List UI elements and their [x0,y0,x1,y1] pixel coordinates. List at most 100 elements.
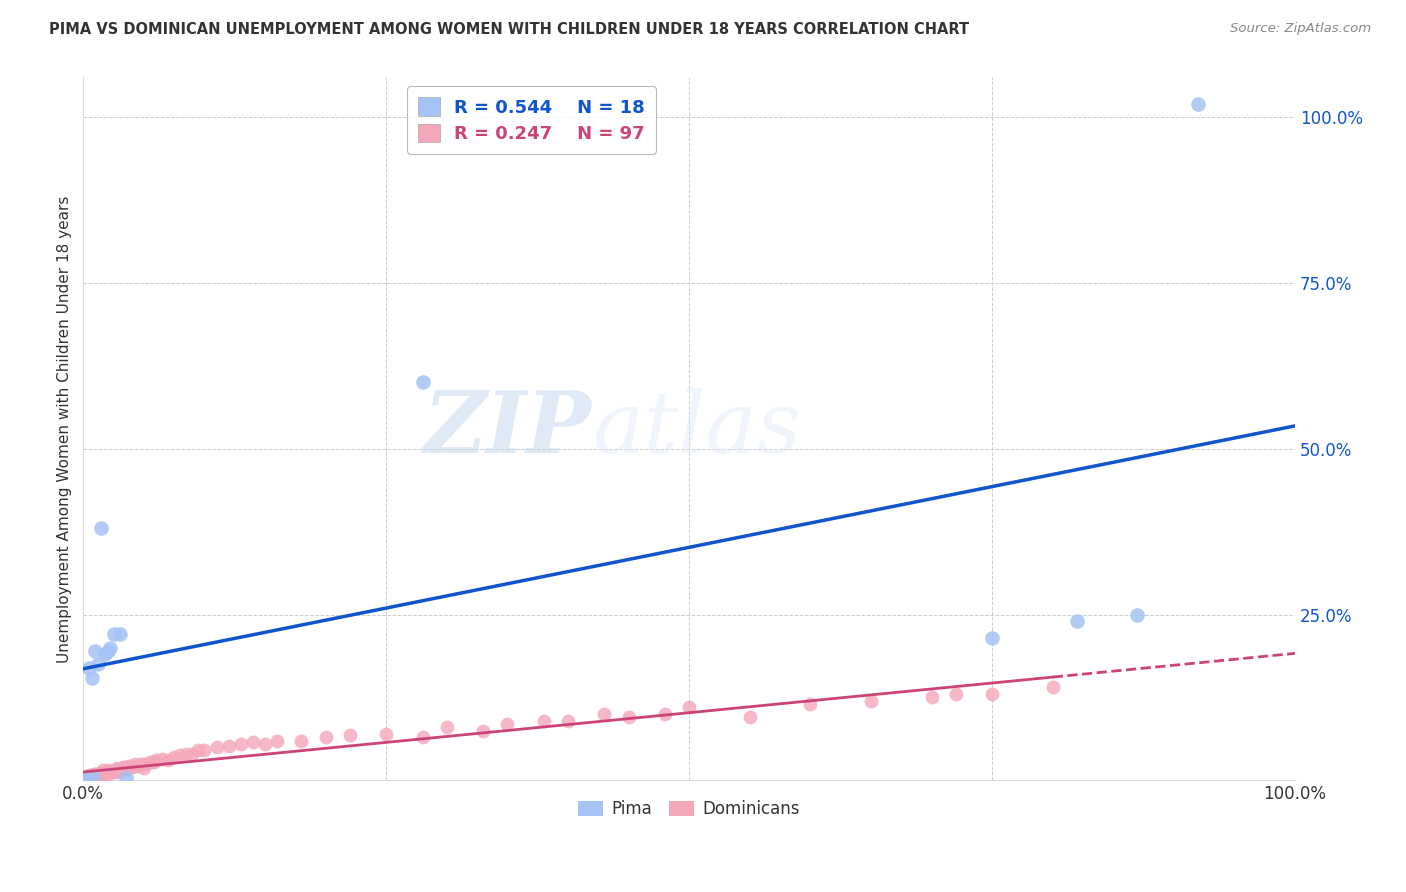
Point [981,631,1004,645]
Point [96,764,118,778]
Point [981,687,1004,701]
Point [86,768,108,782]
Point [79,771,101,785]
Point [114,760,136,774]
Point [412,376,434,390]
Point [114,772,136,786]
Point [557,714,579,728]
Point [80,768,103,782]
Y-axis label: Unemployment Among Women with Children Under 18 years: Unemployment Among Women with Children U… [58,195,72,663]
Point [103,765,125,780]
Point [91,767,114,781]
Point [89,766,111,780]
Point [104,764,127,778]
Point [96,644,118,658]
Text: Source: ZipAtlas.com: Source: ZipAtlas.com [1230,22,1371,36]
Point [97,765,120,780]
Point [375,727,398,741]
Point [412,730,434,744]
Point [131,756,153,771]
Point [139,756,162,770]
Point [533,714,555,728]
Point [1066,614,1088,628]
Point [132,761,155,775]
Point [94,648,117,662]
Point [108,764,131,778]
Point [79,769,101,783]
Point [122,758,145,772]
Point [921,690,943,705]
Text: atlas: atlas [592,387,801,470]
Point [242,735,264,749]
Point [108,765,131,780]
Point [82,770,104,784]
Point [98,765,121,780]
Point [82,768,104,782]
Point [205,740,228,755]
Point [145,753,167,767]
Point [169,748,191,763]
Point [218,739,240,753]
Point [75,771,97,785]
Point [859,694,882,708]
Point [100,764,122,778]
Point [124,756,146,771]
Point [127,759,149,773]
Point [945,687,967,701]
Point [90,766,112,780]
Point [87,766,110,780]
Point [79,770,101,784]
Point [593,706,616,721]
Point [96,765,118,780]
Point [436,720,458,734]
Point [75,772,97,786]
Point [339,728,361,742]
Point [1126,607,1149,622]
Point [472,723,495,738]
Point [114,762,136,776]
Legend: Pima, Dominicans: Pima, Dominicans [572,793,807,825]
Point [79,768,101,782]
Point [84,769,107,783]
Point [1187,97,1209,112]
Point [799,697,821,711]
Point [93,767,115,781]
Point [87,768,110,782]
Point [112,760,135,774]
Point [77,771,100,785]
Point [84,771,107,785]
Point [617,710,640,724]
Point [678,700,700,714]
Point [76,772,98,786]
Point [80,671,103,685]
Point [84,767,107,781]
Point [187,743,209,757]
Point [79,660,101,674]
Point [87,657,110,672]
Point [1042,681,1064,695]
Point [105,761,128,775]
Point [290,733,312,747]
Point [91,764,114,778]
Point [738,710,761,724]
Point [83,769,105,783]
Point [82,770,104,784]
Point [93,765,115,780]
Point [87,766,110,780]
Point [98,640,121,655]
Point [142,755,165,769]
Point [654,706,676,721]
Point [76,770,98,784]
Point [132,756,155,771]
Point [90,521,112,535]
Point [266,733,288,747]
Point [181,747,204,761]
Point [174,747,197,761]
Point [315,730,337,744]
Point [254,737,277,751]
Point [163,750,186,764]
Point [496,717,519,731]
Text: ZIP: ZIP [425,387,592,471]
Point [105,764,128,778]
Text: PIMA VS DOMINICAN UNEMPLOYMENT AMONG WOMEN WITH CHILDREN UNDER 18 YEARS CORRELAT: PIMA VS DOMINICAN UNEMPLOYMENT AMONG WOM… [49,22,969,37]
